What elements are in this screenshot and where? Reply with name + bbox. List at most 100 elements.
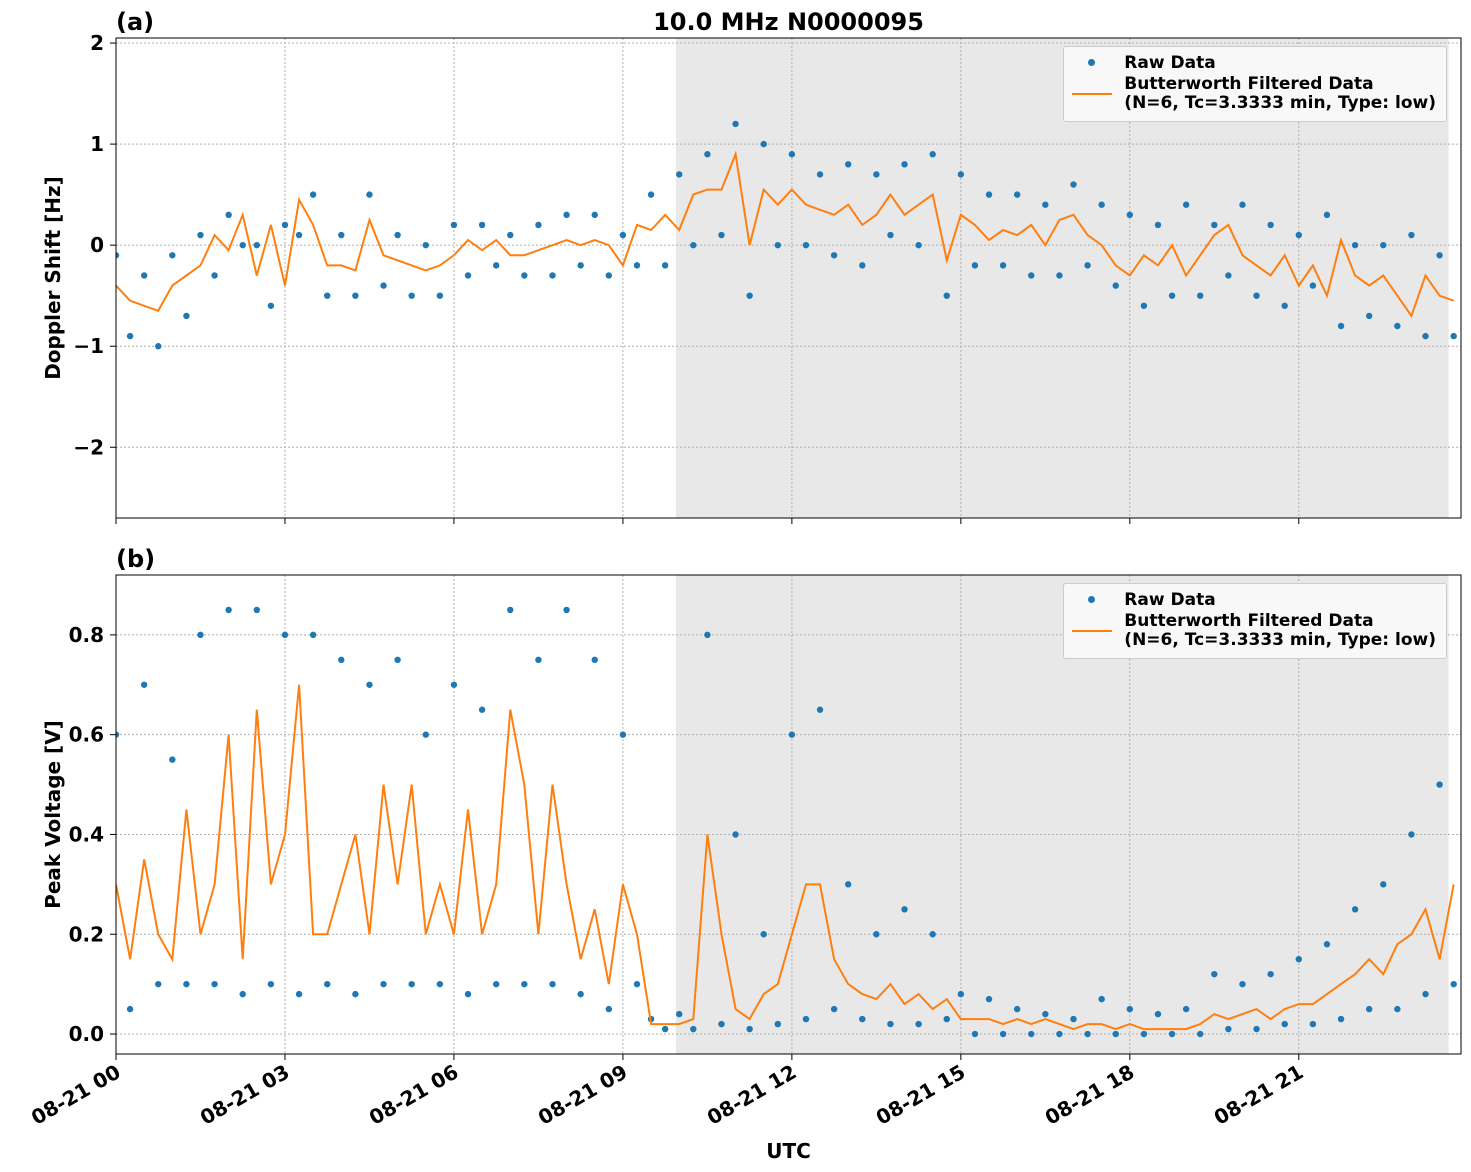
raw-point: [1112, 1030, 1119, 1038]
raw-point: [915, 241, 922, 249]
x-tick-label: 08-21 18: [1041, 1060, 1139, 1130]
legend-entry: Raw Data: [1072, 590, 1436, 610]
raw-point: [957, 990, 965, 998]
raw-point: [760, 140, 767, 148]
raw-point: [943, 292, 950, 299]
raw-point: [746, 292, 753, 299]
raw-point: [140, 681, 148, 688]
raw-point: [1140, 302, 1148, 309]
legend-line: [1072, 630, 1113, 632]
x-tick-label: 08-21 00: [27, 1060, 125, 1130]
legend-key: [1072, 590, 1112, 610]
raw-point: [999, 262, 1007, 269]
raw-point: [507, 606, 514, 614]
raw-point: [253, 241, 261, 249]
raw-point: [507, 231, 514, 239]
raw-point: [295, 990, 303, 998]
raw-point: [1351, 241, 1359, 249]
raw-point: [408, 980, 415, 988]
raw-point: [126, 1005, 134, 1013]
legend-entry: Butterworth Filtered Data (N=6, Tc=3.333…: [1072, 612, 1436, 650]
legend: Raw Data Butterworth Filtered Data (N=6, …: [1063, 46, 1447, 122]
raw-point: [802, 1015, 810, 1023]
raw-point: [281, 221, 289, 229]
raw-point: [619, 231, 627, 239]
raw-point: [324, 980, 331, 988]
raw-point: [1056, 1030, 1063, 1038]
legend-label: Butterworth Filtered Data (N=6, Tc=3.333…: [1124, 74, 1436, 113]
raw-point: [802, 241, 810, 249]
raw-point: [619, 731, 627, 738]
raw-point: [1028, 272, 1035, 279]
raw-point: [422, 731, 429, 738]
raw-point: [352, 990, 359, 998]
raw-point: [422, 241, 429, 249]
raw-point: [1154, 1010, 1162, 1018]
raw-point: [718, 231, 725, 239]
raw-point: [1253, 1025, 1260, 1033]
raw-point: [211, 272, 218, 279]
legend-line: [1072, 93, 1113, 95]
raw-point: [1281, 1020, 1288, 1028]
raw-point: [309, 191, 317, 198]
legend-key: [1072, 84, 1113, 104]
raw-point: [859, 1015, 866, 1023]
raw-point: [605, 272, 613, 279]
raw-point: [239, 990, 246, 998]
raw-point: [295, 231, 303, 239]
raw-point: [591, 211, 598, 219]
raw-point: [155, 980, 162, 988]
raw-point: [1126, 211, 1134, 219]
y-tick-label: 0.0: [69, 1022, 104, 1046]
raw-point: [943, 1015, 950, 1023]
raw-point: [1084, 1030, 1091, 1038]
raw-point: [746, 1025, 753, 1033]
raw-point: [1182, 1005, 1190, 1013]
y-axis-label: Peak Voltage [V]: [41, 720, 65, 909]
raw-point: [197, 631, 204, 639]
raw-point: [436, 292, 444, 299]
filtered-line: [116, 150, 1455, 319]
raw-point: [605, 1005, 613, 1013]
y-tick-label: 0.2: [69, 922, 104, 946]
raw-point: [1239, 980, 1246, 988]
panel-label: (b): [116, 545, 155, 573]
x-tick-label: 08-21 12: [703, 1060, 801, 1130]
raw-point: [971, 1030, 979, 1038]
y-tick-label: −2: [73, 435, 104, 459]
legend-entry: Raw Data: [1072, 53, 1436, 73]
raw-point: [1267, 970, 1274, 978]
raw-point: [985, 995, 993, 1003]
raw-point: [1211, 221, 1218, 229]
raw-point: [408, 292, 415, 299]
raw-point: [1211, 970, 1218, 978]
raw-point: [830, 252, 838, 259]
raw-point: [492, 262, 500, 269]
raw-point: [1337, 1015, 1345, 1023]
legend-marker: [1088, 59, 1096, 66]
raw-point: [1323, 941, 1331, 948]
raw-point: [788, 731, 796, 738]
raw-point: [225, 211, 232, 219]
raw-point: [971, 262, 979, 269]
raw-point: [1380, 241, 1387, 249]
raw-point: [1309, 1020, 1317, 1028]
raw-point: [661, 262, 669, 269]
raw-point: [366, 191, 373, 198]
legend-label: Raw Data: [1124, 52, 1216, 73]
raw-point: [1112, 282, 1119, 289]
raw-point: [887, 1020, 894, 1028]
raw-point: [1408, 231, 1415, 239]
raw-point: [774, 1020, 781, 1028]
raw-point: [1084, 262, 1091, 269]
raw-point: [338, 656, 345, 664]
raw-point: [873, 171, 880, 178]
raw-point: [281, 631, 289, 639]
y-tick-label: 0.4: [69, 822, 104, 846]
x-tick-label: 08-21 09: [534, 1060, 632, 1130]
raw-point: [116, 252, 120, 259]
legend-label: Butterworth Filtered Data (N=6, Tc=3.333…: [1124, 611, 1436, 650]
raw-point: [1408, 831, 1415, 838]
raw-point: [577, 990, 584, 998]
